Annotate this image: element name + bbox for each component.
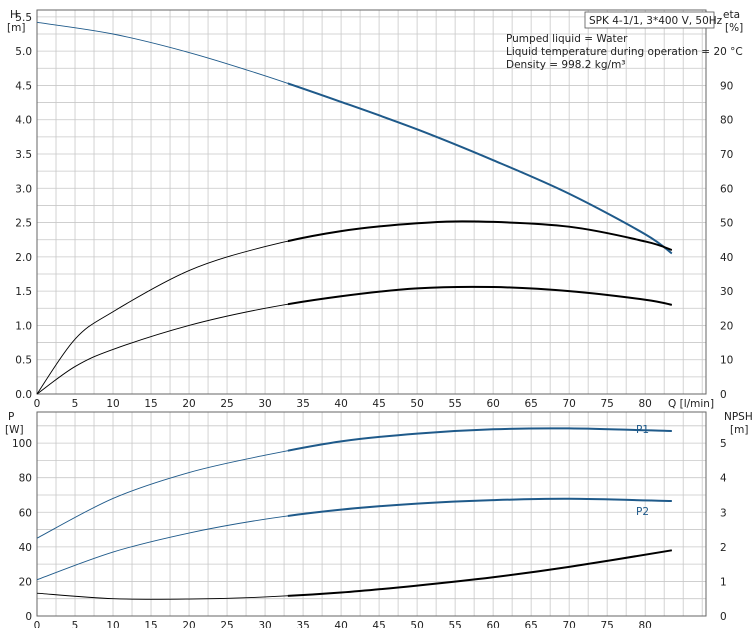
left-tick-label: 3.0 xyxy=(15,183,32,195)
right-tick-label: 40 xyxy=(720,252,733,264)
x-tick-label: 30 xyxy=(258,398,271,410)
x-tick-label: 70 xyxy=(562,398,575,410)
left-tick-label: 0.0 xyxy=(15,389,32,401)
x-tick-label: 80 xyxy=(638,398,651,410)
left-tick-label: 1.5 xyxy=(15,286,32,298)
right-tick-label: 60 xyxy=(720,183,733,195)
x-tick-label: 55 xyxy=(448,398,461,410)
right-tick-label: 1 xyxy=(720,576,727,588)
bottom-right-axis-label: NPSH xyxy=(724,411,753,423)
right-tick-label: 0 xyxy=(720,389,727,401)
left-tick-label: 20 xyxy=(19,576,32,588)
right-tick-label: 0 xyxy=(720,611,727,623)
left-tick-label: 0.5 xyxy=(15,355,32,367)
x-tick-label: 80 xyxy=(638,620,651,628)
x-tick-label: 60 xyxy=(486,398,499,410)
top-right-axis-label: eta xyxy=(723,9,740,21)
bottom-left-axis-unit: [W] xyxy=(5,424,24,436)
series-label-p1: P1 xyxy=(636,424,649,436)
x-tick-label: 5 xyxy=(72,620,79,628)
x-tick-label: 20 xyxy=(182,398,195,410)
panel-frame xyxy=(36,411,707,617)
info-line-1: Pumped liquid = Water xyxy=(506,33,628,45)
bottom-right-axis-unit: [m] xyxy=(730,424,748,436)
right-tick-label: 80 xyxy=(720,115,733,127)
x-tick-label: 0 xyxy=(34,398,41,410)
x-tick-label: 40 xyxy=(334,620,347,628)
x-tick-label: 60 xyxy=(486,620,499,628)
x-tick-label: 50 xyxy=(410,398,423,410)
model-box xyxy=(584,11,715,29)
bottom-panel-grid xyxy=(36,411,707,617)
x-tick-label: 5 xyxy=(72,398,79,410)
right-tick-label: 5 xyxy=(720,438,727,450)
right-tick-label: 4 xyxy=(720,473,727,485)
x-tick-label: 0 xyxy=(34,620,41,628)
x-tick-label: 35 xyxy=(296,620,309,628)
series-line-operating-range xyxy=(287,427,672,452)
x-tick-label: 25 xyxy=(220,620,233,628)
left-tick-label: 2.0 xyxy=(15,252,32,264)
left-tick-label: 0 xyxy=(25,611,32,623)
pump-model-label: SPK 4-1/1, 3*400 V, 50Hz xyxy=(589,15,723,27)
series-line-operating-range xyxy=(287,497,672,517)
right-tick-label: 2 xyxy=(720,542,727,554)
x-tick-label: 30 xyxy=(258,620,271,628)
series-line-operating-range xyxy=(287,220,673,251)
left-tick-label: 5.5 xyxy=(15,12,32,24)
left-tick-label: 1.0 xyxy=(15,320,32,332)
bottom-left-axis-label: P xyxy=(8,411,14,423)
right-tick-label: 70 xyxy=(720,149,733,161)
x-tick-label: 65 xyxy=(524,620,537,628)
x-tick-label: 40 xyxy=(334,398,347,410)
right-tick-label: 50 xyxy=(720,218,733,230)
series-line-operating-range xyxy=(287,285,672,306)
left-tick-label: 3.5 xyxy=(15,149,32,161)
right-tick-label: 90 xyxy=(720,80,733,92)
x-tick-label: 50 xyxy=(410,620,423,628)
series-line-operating-range xyxy=(287,549,672,597)
top-right-axis-unit: [%] xyxy=(725,22,743,34)
left-tick-label: 4.5 xyxy=(15,80,32,92)
tick-labels: 0 5 10 15 20 25 30 35 40 45 50 55 60 65 70 75 800.00.51.… xyxy=(12,12,733,628)
left-tick-label: 4.0 xyxy=(15,115,32,127)
left-tick-label: 100 xyxy=(12,438,32,450)
top-panel-grid xyxy=(36,9,707,395)
series-label-p2: P2 xyxy=(636,506,649,518)
x-tick-label: 45 xyxy=(372,398,385,410)
x-tick-label: 35 xyxy=(296,398,309,410)
right-tick-label: 20 xyxy=(720,320,733,332)
right-tick-label: 3 xyxy=(720,507,727,519)
x-tick-label: 10 xyxy=(106,620,119,628)
left-tick-label: 5.0 xyxy=(15,46,32,58)
x-tick-label: 75 xyxy=(600,398,613,410)
x-tick-label: 25 xyxy=(220,398,233,410)
x-tick-label: 20 xyxy=(182,620,195,628)
top-left-axis-unit: [m] xyxy=(7,22,25,34)
left-tick-label: 2.5 xyxy=(15,218,32,230)
right-tick-label: 10 xyxy=(720,355,733,367)
x-tick-label: 55 xyxy=(448,620,461,628)
series-line-operating-range xyxy=(287,82,673,255)
x-tick-label: 15 xyxy=(144,620,157,628)
left-tick-label: 80 xyxy=(19,473,32,485)
data-series xyxy=(36,21,673,600)
panel-frame xyxy=(36,9,707,395)
x-tick-label: 45 xyxy=(372,620,385,628)
x-tick-label: 75 xyxy=(600,620,613,628)
left-tick-label: 40 xyxy=(19,542,32,554)
x-axis-label: Q [l/min] xyxy=(668,398,714,410)
x-tick-label: 70 xyxy=(562,620,575,628)
top-left-axis-label: H xyxy=(10,9,18,21)
right-tick-label: 30 xyxy=(720,286,733,298)
x-tick-label: 65 xyxy=(524,398,537,410)
x-tick-label: 15 xyxy=(144,398,157,410)
x-tick-label: 10 xyxy=(106,398,119,410)
left-tick-label: 60 xyxy=(19,507,32,519)
info-line-2: Liquid temperature during operation = 20… xyxy=(506,46,743,58)
info-line-3: Density = 998.2 kg/m³ xyxy=(506,59,626,71)
